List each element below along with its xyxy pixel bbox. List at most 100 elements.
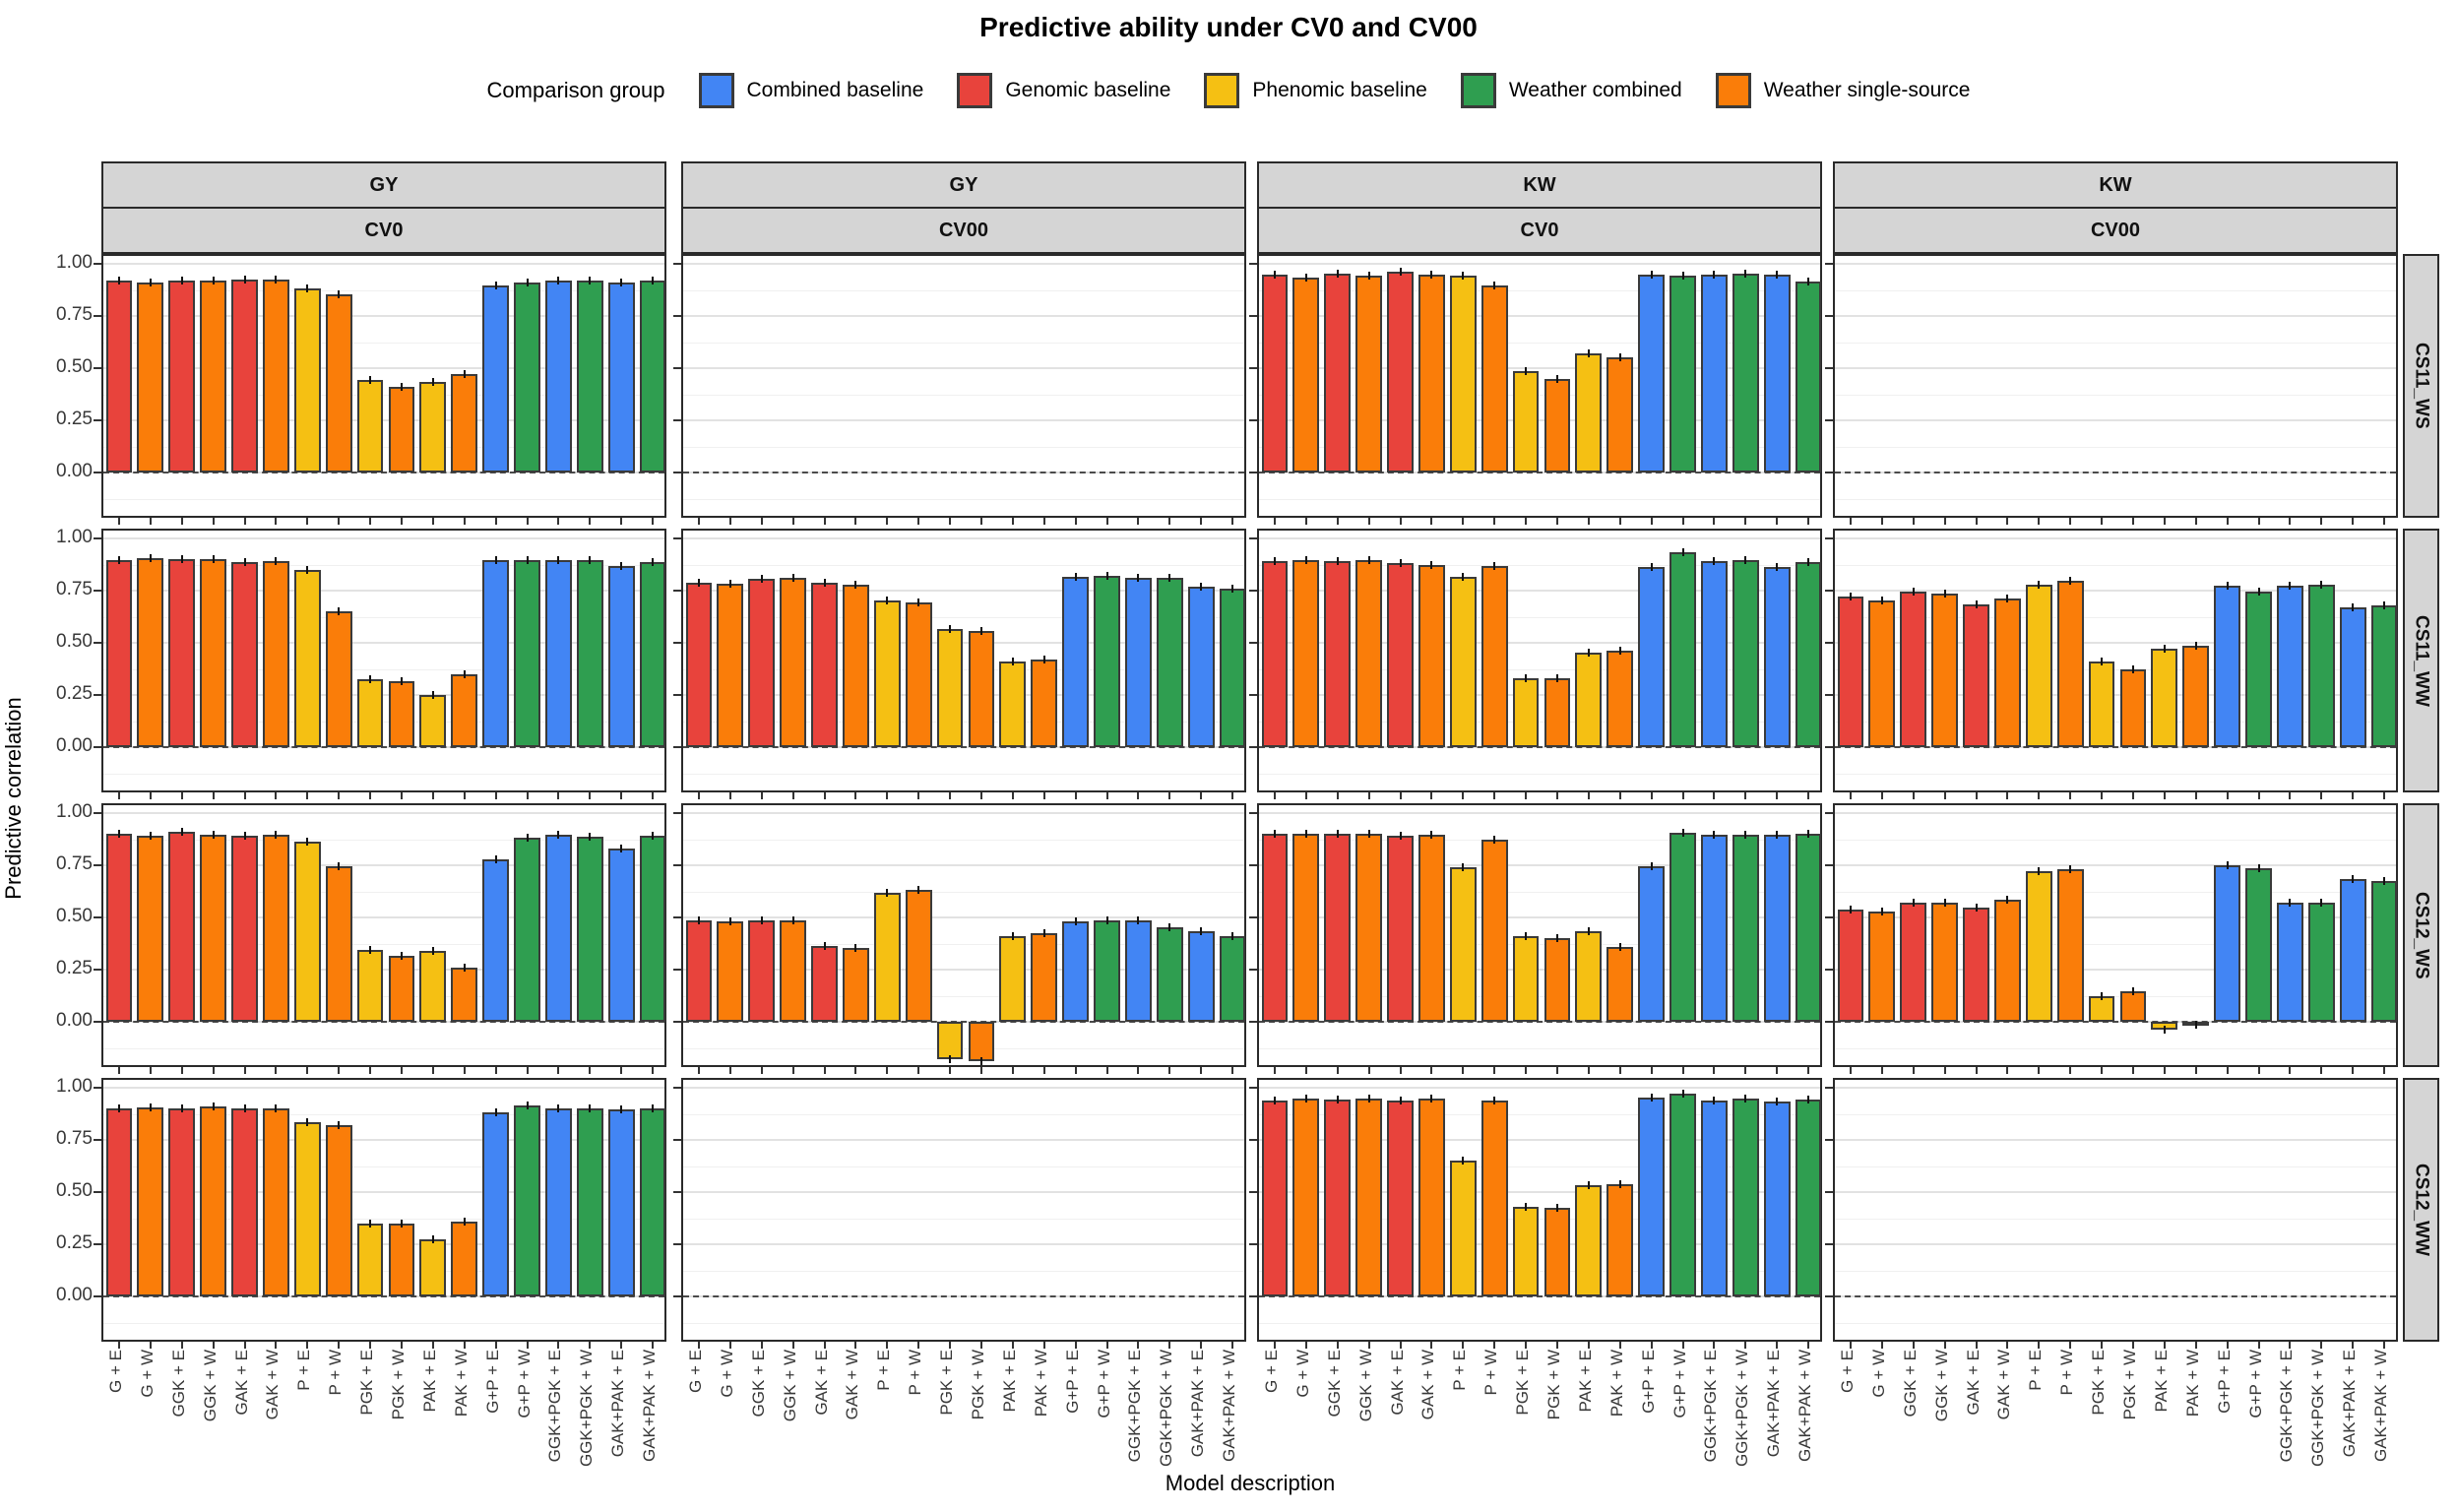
y-axis-tick xyxy=(673,419,681,421)
error-bar xyxy=(1336,269,1339,278)
error-bar xyxy=(2069,865,2072,874)
error-bar xyxy=(1273,830,1276,839)
bar-PGK + E xyxy=(1512,678,1540,747)
x-tick-label: P + W xyxy=(906,1350,925,1396)
x-axis-tick xyxy=(117,792,120,799)
bar-PAK + E xyxy=(419,1238,447,1296)
legend-entry-label: Phenomic baseline xyxy=(1252,79,1427,101)
x-tick-label: GAK+PAK + W xyxy=(1220,1350,1239,1463)
gridline-minor xyxy=(1259,289,1820,291)
x-axis-tick xyxy=(1273,518,1276,525)
y-axis-tick xyxy=(1825,864,1833,866)
x-axis-tick xyxy=(1137,1342,1140,1349)
x-axis-tick xyxy=(1273,1342,1276,1349)
x-tick-label: P + E xyxy=(294,1350,314,1391)
panel-CS12_WW-GY-CV0 xyxy=(94,1078,666,1349)
x-tick-label: PGK + W xyxy=(1544,1350,1563,1420)
x-axis-tick xyxy=(2101,518,2104,525)
x-axis-tick xyxy=(1231,1342,1234,1349)
bar-GGK + W xyxy=(200,280,226,472)
error-bar xyxy=(431,691,434,699)
bar-GGK+PGK + E xyxy=(2276,585,2303,747)
x-axis-tick xyxy=(2289,1067,2292,1074)
bar-P + E xyxy=(293,288,321,472)
bar-GAK + E xyxy=(1963,603,1989,747)
x-axis-tick xyxy=(791,1342,794,1349)
x-axis-tick xyxy=(791,792,794,799)
gridline-minor xyxy=(1259,891,1820,893)
gridline-major xyxy=(103,590,664,592)
error-bar xyxy=(1042,655,1045,663)
error-bar xyxy=(2257,864,2260,873)
y-axis-tick xyxy=(94,916,101,918)
x-axis-tick xyxy=(2006,518,2009,525)
x-axis-tick xyxy=(886,792,889,799)
bar-GAK+PAK + W xyxy=(1219,936,1246,1022)
facet-strip-trait: GY xyxy=(681,161,1246,209)
error-bar xyxy=(854,580,857,589)
panel-CS11_WW-GY-CV00 xyxy=(673,529,1246,799)
y-axis-tick xyxy=(1249,419,1257,421)
x-axis-tick xyxy=(2163,792,2166,799)
y-axis-tick xyxy=(1825,1243,1833,1245)
x-axis-tick xyxy=(526,792,529,799)
bar-GAK+PAK + E xyxy=(1187,930,1215,1022)
x-axis-tick xyxy=(2257,792,2260,799)
panel-CS12_WS-GY-CV00 xyxy=(673,803,1246,1074)
error-bar xyxy=(979,627,982,636)
y-axis-tick xyxy=(673,590,681,592)
x-tick-label: GGK + W xyxy=(1355,1350,1375,1422)
gridline-minor xyxy=(1835,289,2396,291)
bar-G + E xyxy=(105,834,133,1022)
bar-GAK+PAK + W xyxy=(1795,282,1822,472)
legend-entry-label: Weather single-source xyxy=(1763,79,1971,101)
bar-GAK + W xyxy=(1418,1098,1445,1296)
bar-PGK + W xyxy=(2119,668,2147,747)
error-bar xyxy=(2352,874,2355,883)
bar-GGK + W xyxy=(1355,560,1382,747)
bar-GAK + W xyxy=(1993,899,2021,1022)
error-bar xyxy=(620,1105,623,1114)
x-axis-tick xyxy=(463,1342,466,1349)
y-axis-tick xyxy=(94,315,101,317)
bar-GGK+PGK + E xyxy=(1124,920,1152,1022)
x-tick-label: G + W xyxy=(1868,1350,1888,1398)
x-axis-tick xyxy=(697,792,700,799)
error-bar xyxy=(1200,926,1203,935)
y-axis-tick xyxy=(94,1191,101,1193)
x-axis-tick xyxy=(2038,792,2041,799)
error-bar xyxy=(306,1117,309,1126)
bar-GAK + E xyxy=(1387,272,1414,472)
x-axis-tick xyxy=(1807,518,1810,525)
y-axis-tick xyxy=(673,969,681,971)
x-axis-tick xyxy=(979,1342,982,1349)
x-axis-tick xyxy=(494,792,497,799)
x-axis-tick xyxy=(1776,1067,1779,1074)
bar-PAK + W xyxy=(1606,651,1634,747)
x-axis-tick xyxy=(463,792,466,799)
x-axis-tick xyxy=(2006,1067,2009,1074)
x-axis-tick xyxy=(1912,1342,1915,1349)
y-axis-tick xyxy=(673,472,681,473)
y-tick-label: 0.25 xyxy=(56,683,93,704)
y-axis-tick xyxy=(673,1295,681,1297)
gridline-major xyxy=(1835,642,2396,644)
y-tick-label: 0.00 xyxy=(56,735,93,756)
error-bar xyxy=(1430,560,1433,569)
error-bar xyxy=(1399,268,1402,277)
y-tick-label: 0.50 xyxy=(56,356,93,377)
gridline-major xyxy=(1835,969,2396,971)
bar-G+P + E xyxy=(482,285,509,472)
bar-GGK + E xyxy=(1324,561,1352,747)
gridline-major xyxy=(683,694,1244,696)
error-bar xyxy=(791,574,794,583)
error-bar xyxy=(1168,922,1171,931)
x-axis-tick xyxy=(2320,1067,2323,1074)
x-axis-tick xyxy=(1168,518,1171,525)
x-axis-tick xyxy=(1650,518,1653,525)
gridline-major xyxy=(103,969,664,971)
bar-G + E xyxy=(105,560,133,747)
bar-GGK+PGK + W xyxy=(2307,584,2335,747)
bar-GGK+PGK + E xyxy=(2276,903,2303,1022)
error-bar xyxy=(1807,830,1810,839)
